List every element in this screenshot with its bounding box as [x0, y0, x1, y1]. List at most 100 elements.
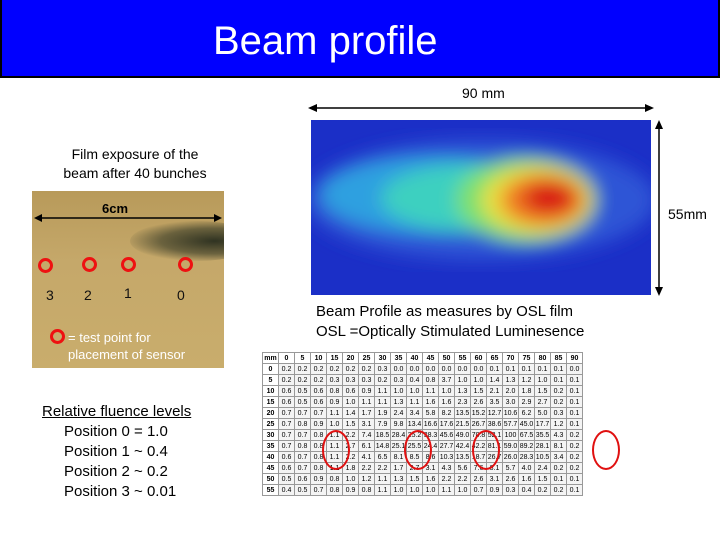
- table-cell: 5.7: [502, 462, 519, 474]
- table-cell: 1.5: [534, 385, 551, 397]
- table-cell: 1.2: [518, 374, 535, 386]
- table-cell: 0.3: [358, 374, 375, 386]
- highlight-ring-col-70: [592, 430, 620, 470]
- table-cell: 10.6: [502, 407, 519, 419]
- table-cell: 0.9: [310, 473, 327, 485]
- table-header-cell: 35: [390, 352, 407, 364]
- table-cell: 3.1: [358, 418, 375, 430]
- table-cell: 28.1: [534, 440, 551, 452]
- table-cell: 1.0: [534, 374, 551, 386]
- table-cell: 0.6: [278, 385, 295, 397]
- table-cell: 0.7: [278, 429, 295, 441]
- highlight-ring-col-20: [322, 430, 350, 470]
- table-cell: 0.2: [342, 363, 359, 375]
- table-cell: 1.1: [374, 385, 391, 397]
- table-cell: 0.6: [310, 385, 327, 397]
- table-cell: 0.7: [294, 429, 311, 441]
- beam-width-arrow: [308, 104, 654, 112]
- table-cell: 2.6: [502, 473, 519, 485]
- table-cell: 0.1: [486, 363, 503, 375]
- table-cell: 0.0: [566, 363, 583, 375]
- legend-text: = test point for placement of sensor: [68, 329, 185, 363]
- table-cell: 0.2: [310, 374, 327, 386]
- table-cell: 1.0: [422, 484, 439, 496]
- table-cell: 2.0: [502, 385, 519, 397]
- table-cell: 0.8: [422, 374, 439, 386]
- table-cell: 1.1: [406, 396, 423, 408]
- table-cell: 6.1: [358, 440, 375, 452]
- table-cell: 1.6: [422, 396, 439, 408]
- table-cell: 28.4: [390, 429, 407, 441]
- table-header-cell: 40: [406, 352, 423, 364]
- table-cell: 0.2: [278, 374, 295, 386]
- table-cell: 2.6: [470, 396, 487, 408]
- table-header-cell: mm: [262, 352, 279, 364]
- table-cell: 0.2: [566, 429, 583, 441]
- table-cell: 0.2: [294, 374, 311, 386]
- table-cell: 0.2: [550, 396, 567, 408]
- table-cell: 0.3: [502, 484, 519, 496]
- table-cell: 1.0: [438, 385, 455, 397]
- table-row: 15 0.6 0.5 0.6 0.9 1.0 1.1 1.1 1.3 1.1 1.6 1.6 2.3 2.…: [262, 396, 583, 408]
- table-cell: 0.4: [518, 484, 535, 496]
- beam-exposure-spot: [130, 221, 224, 261]
- test-point-1: [121, 257, 136, 272]
- table-cell: 4.3: [550, 429, 567, 441]
- table-cell: 0.3: [342, 374, 359, 386]
- table-cell: 0.6: [278, 396, 295, 408]
- table-header-cell: 90: [566, 352, 583, 364]
- table-cell: 15.2: [470, 407, 487, 419]
- beam-caption-line1: Beam Profile as measures by OSL film: [316, 303, 574, 320]
- legend-line1: = test point for: [68, 330, 151, 345]
- table-row-label: 20: [262, 407, 279, 419]
- table-cell: 49.0: [454, 429, 471, 441]
- table-cell: 0.7: [310, 407, 327, 419]
- table-cell: 13.4: [406, 418, 423, 430]
- table-cell: 0.8: [326, 473, 343, 485]
- page-title: Beam profile: [213, 19, 438, 63]
- table-cell: 26.7: [470, 418, 487, 430]
- table-cell: 1.1: [438, 484, 455, 496]
- table-cell: 0.2: [278, 363, 295, 375]
- table-cell: 0.5: [278, 473, 295, 485]
- table-cell: 0.2: [310, 363, 327, 375]
- table-cell: 42.4: [454, 440, 471, 452]
- table-cell: 1.0: [326, 418, 343, 430]
- beam-profile-image: [311, 120, 651, 295]
- table-cell: 17.7: [534, 418, 551, 430]
- highlight-ring-col-35: [404, 430, 432, 470]
- table-cell: 0.7: [470, 484, 487, 496]
- table-cell: 1.0: [406, 484, 423, 496]
- table-cell: 0.1: [566, 407, 583, 419]
- table-cell: 0.9: [310, 418, 327, 430]
- table-cell: 0.9: [342, 484, 359, 496]
- film-scale-label: 6cm: [102, 201, 129, 216]
- table-row-label: 50: [262, 473, 279, 485]
- table-cell: 0.9: [486, 484, 503, 496]
- table-cell: 57.7: [502, 418, 519, 430]
- table-cell: 7.4: [358, 429, 375, 441]
- table-cell: 1.1: [374, 484, 391, 496]
- table-cell: 0.2: [550, 462, 567, 474]
- film-exposure-image: 6cm 3 2 1 0 = test point for placement o…: [32, 191, 224, 368]
- table-cell: 0.2: [534, 484, 551, 496]
- table-header-cell: 30: [374, 352, 391, 364]
- table-cell: 6.5: [374, 451, 391, 463]
- table-cell: 1.6: [518, 473, 535, 485]
- table-header-cell: 5: [294, 352, 311, 364]
- table-cell: 0.2: [358, 363, 375, 375]
- table-cell: 0.9: [326, 396, 343, 408]
- table-row: 0 0.2 0.2 0.2 0.2 0.2 0.2 0.3 0.0 0.0 0.0 0.0 0.0 0.0…: [262, 363, 583, 375]
- table-header-cell: 55: [454, 352, 471, 364]
- table-cell: 3.4: [550, 451, 567, 463]
- table-cell: 1.3: [390, 396, 407, 408]
- table-cell: 3.7: [438, 374, 455, 386]
- test-point-3-label: 3: [46, 287, 54, 303]
- table-cell: 1.7: [390, 462, 407, 474]
- table-cell: 0.1: [550, 374, 567, 386]
- table-cell: 0.2: [566, 462, 583, 474]
- osl-dose-table-body: mm 0 5 10 15 20 25 30 35 40 45 50 55 60 65 70 75 80 85 90 0 0…: [262, 352, 583, 496]
- table-row: 25 0.7 0.8 0.9 1.0 1.5 3.1 7.9 9.8 13.4 16.6 17.6 21…: [262, 418, 583, 430]
- table-cell: 2.6: [470, 473, 487, 485]
- table-cell: 1.2: [550, 418, 567, 430]
